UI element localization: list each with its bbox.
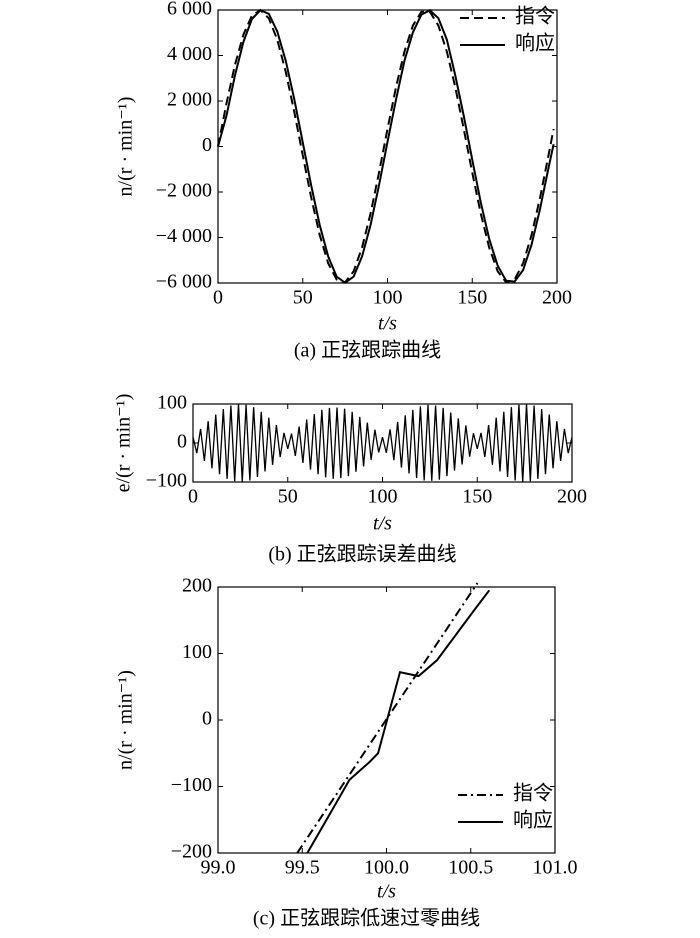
y-tick-label: 0: [202, 708, 212, 730]
x-tick-label: 200: [557, 486, 587, 508]
series-line: [306, 589, 491, 854]
y-tick-label: −4 000: [156, 225, 212, 247]
y-tick-label: −200: [171, 841, 212, 863]
y-tick-label: −6 000: [156, 271, 212, 293]
y-tick-label: −100: [146, 470, 187, 492]
x-axis-label: t/s: [378, 313, 397, 335]
legend-label: 响应: [515, 32, 555, 55]
x-tick-label: 100.5: [448, 857, 493, 879]
subplot: 0 50 100 150 200 −6 000 −4 000 −2 000 0 2 000 4 00…: [115, 0, 572, 362]
y-tick-label: −100: [171, 774, 212, 796]
x-tick-label: 100: [373, 287, 403, 309]
x-tick-label: 100: [368, 486, 398, 508]
chart-caption: (b) 正弦跟踪误差曲线: [268, 543, 456, 566]
y-tick-label: 0: [202, 134, 212, 156]
series-line: [296, 582, 479, 854]
legend-label: 指令: [513, 782, 553, 805]
y-tick-label: 0: [177, 431, 187, 453]
y-axis-label: e/(r · min⁻¹): [113, 394, 135, 493]
x-axis-label: t/s: [377, 881, 396, 903]
series-line: [217, 8, 555, 284]
legend-label: 指令: [515, 5, 555, 28]
subplot: 99.0 99.5 100.0 100.5 101.0 −200 −100 0 100 200 t/…: [115, 575, 578, 930]
x-tick-label: 150: [457, 287, 487, 309]
x-tick-label: 50: [278, 486, 298, 508]
x-tick-label: 99.5: [285, 857, 320, 879]
x-tick-label: 0: [213, 287, 223, 309]
y-tick-label: 2 000: [167, 89, 212, 111]
x-tick-label: 50: [293, 287, 313, 309]
y-tick-label: 200: [182, 575, 212, 597]
y-axis-label: n/(r · min⁻¹): [115, 97, 137, 197]
x-tick-label: 150: [462, 486, 492, 508]
series-line: [217, 9, 555, 285]
y-axis-label: n/(r · min⁻¹): [115, 670, 137, 770]
y-tick-label: −2 000: [156, 180, 212, 202]
chart-caption: (a) 正弦跟踪曲线: [294, 339, 441, 362]
y-tick-label: 4 000: [167, 43, 212, 65]
x-tick-label: 0: [188, 486, 198, 508]
x-tick-label: 200: [542, 287, 572, 309]
y-tick-label: 100: [182, 641, 212, 663]
y-tick-label: 100: [157, 392, 187, 414]
x-tick-label: 101.0: [533, 857, 578, 879]
x-tick-label: 99.0: [201, 857, 236, 879]
x-axis-label: t/s: [373, 513, 392, 535]
y-tick-label: 6 000: [167, 0, 212, 20]
x-tick-label: 100.0: [364, 857, 409, 879]
legend-label: 响应: [513, 809, 553, 832]
error-line: [192, 403, 573, 483]
chart-caption: (c) 正弦跟踪低速过零曲线: [253, 907, 480, 930]
